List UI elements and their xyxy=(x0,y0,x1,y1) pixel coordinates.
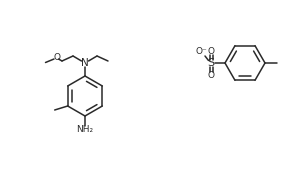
Text: O: O xyxy=(207,47,214,56)
Text: N: N xyxy=(81,58,89,68)
Text: O: O xyxy=(207,70,214,80)
Text: NH₂: NH₂ xyxy=(76,124,94,134)
Text: S: S xyxy=(207,58,214,68)
Text: O⁻: O⁻ xyxy=(195,47,207,56)
Text: O: O xyxy=(53,53,60,62)
